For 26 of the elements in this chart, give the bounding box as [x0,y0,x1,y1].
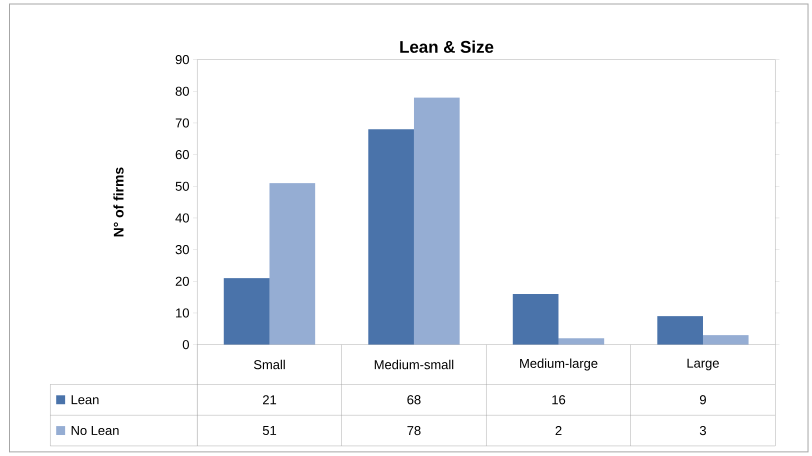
data-label: 68 [407,395,421,404]
data-label: 9 [700,395,706,404]
y-tick-label: 40 [175,213,189,223]
x-tick-label: Large [688,358,719,370]
y-tick-label: 90 [176,55,189,64]
y-tick-label: 30 [176,245,189,254]
data-label: 2 [556,426,562,436]
y-tick-label: 60 [176,150,189,160]
data-label: 51 [262,426,276,436]
x-tick-label: Medium-small [374,360,454,370]
data-label: 21 [262,395,276,404]
y-tick-label: 10 [176,308,189,318]
x-tick-label: Medium-large [520,358,598,371]
y-tick-label: 0 [182,340,189,350]
data-label: 78 [407,426,421,436]
data-label: 3 [700,426,706,436]
y-tick-label: 20 [176,276,189,286]
data-label: 16 [552,395,566,404]
x-tick-label: Small [254,360,285,370]
y-axis-title: N° of firms [113,168,124,236]
y-tick-label: 50 [176,182,189,191]
legend-label: Lean [72,395,98,404]
y-tick-label: 80 [176,86,189,96]
y-tick-label: 70 [176,118,189,128]
chart-title: Lean & Size [400,40,494,53]
legend-label: No Lean [72,426,119,436]
